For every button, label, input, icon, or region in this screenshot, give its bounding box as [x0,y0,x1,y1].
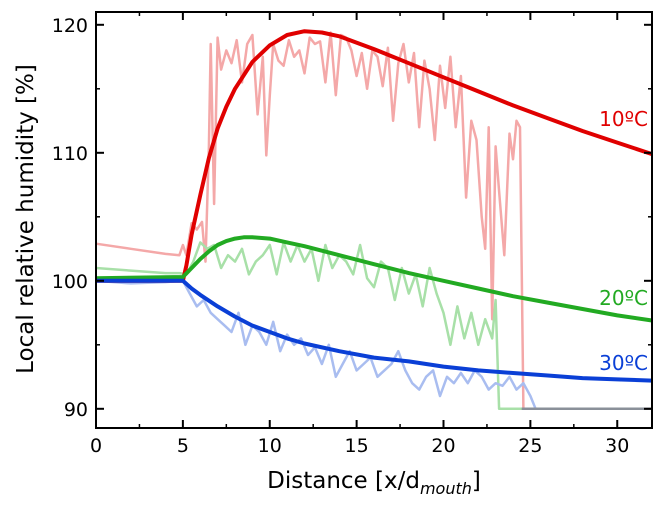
series-line-20-c-measured [95,241,531,411]
x-tick-label: 25 [518,435,542,457]
x-axis-label-main: Distance [x/d [267,468,420,494]
series-label-30c: 30ºC [599,351,648,375]
y-tick-label: 100 [52,271,88,293]
series-label-10c: 10ºC [599,107,648,131]
series-label-20c: 20ºC [599,286,648,310]
x-tick-label: 5 [177,435,189,457]
x-tick-label: 0 [90,435,102,457]
plot-frame [95,11,653,429]
x-axis-label-sub: mouth [420,479,472,498]
y-axis-label: Local relative humidity [%] [13,64,39,374]
axis-ticks: 0 5 10 15 20 25 30 90 100 110 120 [52,12,652,457]
y-tick-label: 90 [64,399,88,421]
series-line-30-c [96,278,653,383]
x-tick-label: 30 [605,435,629,457]
series-line-10-c [96,29,653,283]
y-tick-label: 120 [52,15,88,37]
series-line-30-c-measured [95,279,541,411]
x-axis-label-end: ] [472,468,481,494]
x-tick-label: 20 [431,435,455,457]
x-tick-label: 15 [345,435,369,457]
series-line-10-c-measured [95,31,531,411]
series-layer [95,29,653,411]
series-line-20-c [95,235,653,323]
y-tick-label: 110 [52,143,88,165]
x-tick-label: 10 [258,435,282,457]
x-axis-label: Distance [x/dmouth] [267,468,481,498]
